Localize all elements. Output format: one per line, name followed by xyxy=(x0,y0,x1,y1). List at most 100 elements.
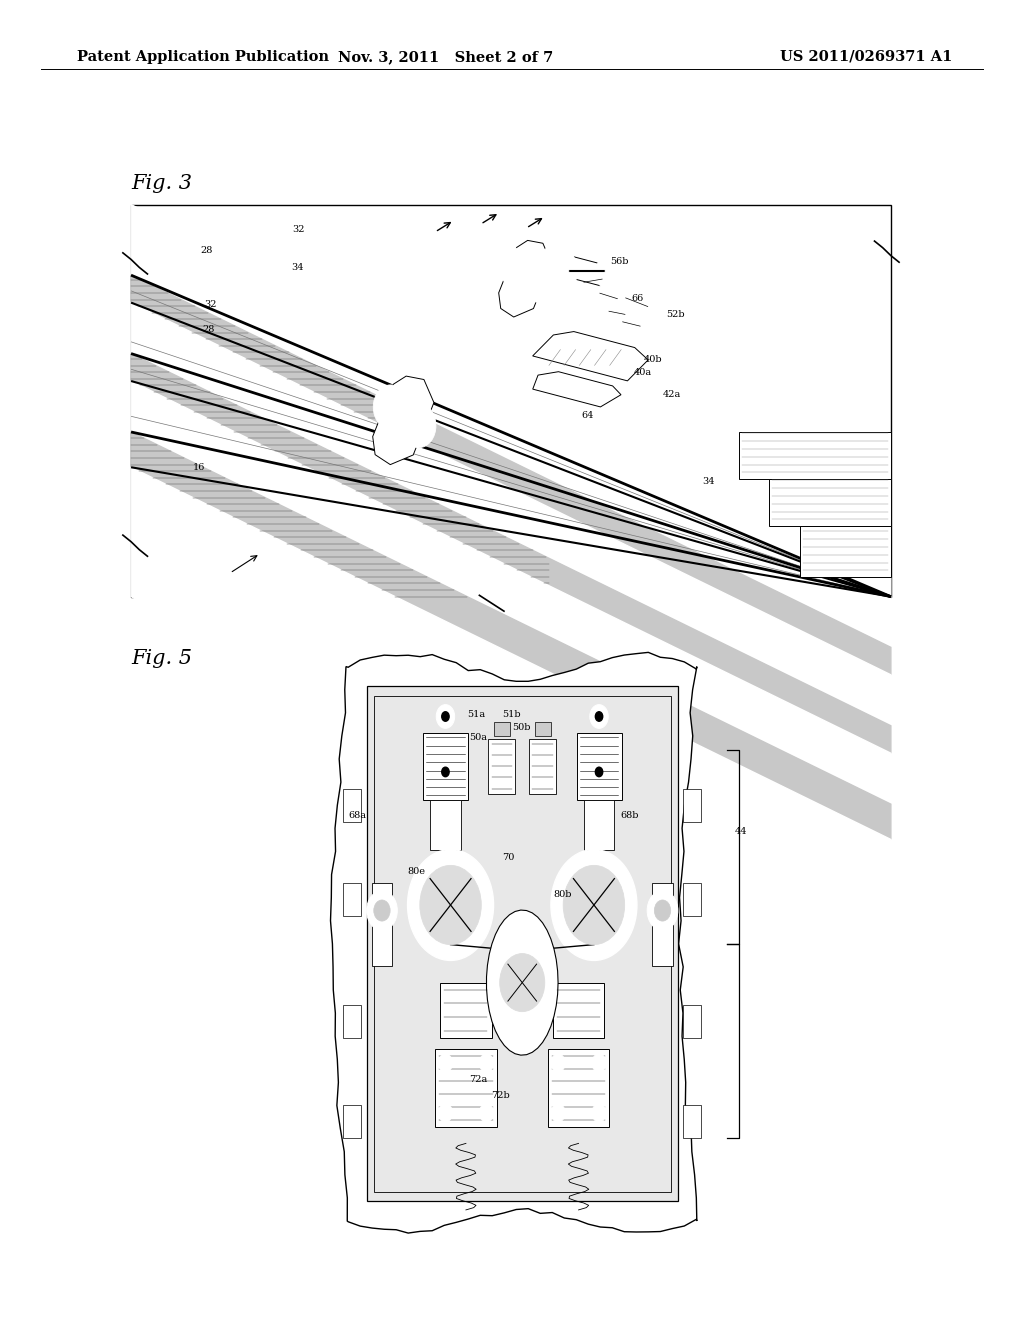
Circle shape xyxy=(374,900,390,921)
Bar xyxy=(800,527,891,577)
Bar xyxy=(423,733,468,800)
Bar xyxy=(372,883,392,966)
Circle shape xyxy=(590,760,608,784)
Text: 68b: 68b xyxy=(621,812,639,820)
Text: 72b: 72b xyxy=(492,1092,510,1100)
Circle shape xyxy=(441,711,450,721)
Bar xyxy=(435,1049,497,1127)
Text: 52b: 52b xyxy=(667,310,685,318)
Text: 50a: 50a xyxy=(469,734,487,742)
Text: 34: 34 xyxy=(702,478,715,486)
Circle shape xyxy=(374,385,408,429)
Bar xyxy=(739,432,891,479)
Bar xyxy=(553,982,604,1038)
Text: 32: 32 xyxy=(292,226,304,234)
Polygon shape xyxy=(131,354,891,754)
Circle shape xyxy=(647,891,678,931)
Circle shape xyxy=(545,255,569,286)
Circle shape xyxy=(441,767,450,776)
Circle shape xyxy=(436,705,455,729)
Text: 64: 64 xyxy=(582,412,594,420)
Polygon shape xyxy=(331,652,697,1233)
Polygon shape xyxy=(532,331,648,381)
Polygon shape xyxy=(131,302,891,726)
Polygon shape xyxy=(131,467,891,969)
Bar xyxy=(584,800,614,850)
Polygon shape xyxy=(131,275,891,675)
Text: 51a: 51a xyxy=(467,710,485,718)
Text: 80e: 80e xyxy=(408,867,426,875)
Text: 44: 44 xyxy=(735,828,748,836)
Circle shape xyxy=(523,264,553,302)
Bar xyxy=(430,800,461,850)
Circle shape xyxy=(500,953,545,1011)
Circle shape xyxy=(595,767,603,776)
Circle shape xyxy=(592,1104,606,1122)
Circle shape xyxy=(408,850,494,961)
Text: Patent Application Publication: Patent Application Publication xyxy=(77,50,329,63)
Bar xyxy=(343,1105,361,1138)
Text: 32: 32 xyxy=(204,301,216,309)
Text: 56b: 56b xyxy=(610,257,629,265)
Bar xyxy=(652,883,673,966)
Text: Nov. 3, 2011   Sheet 2 of 7: Nov. 3, 2011 Sheet 2 of 7 xyxy=(338,50,553,63)
Circle shape xyxy=(401,404,436,447)
Circle shape xyxy=(438,1053,453,1072)
Circle shape xyxy=(597,244,638,297)
Text: 72a: 72a xyxy=(469,1076,487,1084)
Text: 50b: 50b xyxy=(512,723,530,731)
Bar xyxy=(343,883,361,916)
Text: 66: 66 xyxy=(632,294,644,302)
Bar xyxy=(683,1005,701,1038)
Bar xyxy=(683,1105,701,1138)
Bar xyxy=(769,479,891,527)
Circle shape xyxy=(499,248,528,286)
Polygon shape xyxy=(538,252,628,286)
Bar xyxy=(529,739,556,795)
Text: 42a: 42a xyxy=(663,391,681,399)
Polygon shape xyxy=(486,909,558,1055)
Text: Fig. 5: Fig. 5 xyxy=(131,649,193,668)
Text: 51b: 51b xyxy=(502,710,520,718)
Circle shape xyxy=(479,1053,494,1072)
Circle shape xyxy=(438,1104,453,1122)
Polygon shape xyxy=(373,376,434,465)
Text: 34: 34 xyxy=(291,264,303,272)
Circle shape xyxy=(592,1053,606,1072)
Bar xyxy=(440,982,492,1038)
Bar xyxy=(343,1005,361,1038)
Bar xyxy=(535,722,551,737)
Bar xyxy=(683,788,701,822)
Circle shape xyxy=(367,891,397,931)
Text: 68a: 68a xyxy=(348,812,367,820)
Circle shape xyxy=(551,1053,565,1072)
Circle shape xyxy=(420,866,481,945)
Circle shape xyxy=(605,255,630,286)
Circle shape xyxy=(590,705,608,729)
Bar xyxy=(343,788,361,822)
Bar xyxy=(548,1049,609,1127)
Bar xyxy=(488,739,515,795)
Polygon shape xyxy=(131,205,891,647)
Circle shape xyxy=(563,866,625,945)
Circle shape xyxy=(436,760,455,784)
Circle shape xyxy=(551,850,637,961)
Polygon shape xyxy=(532,372,621,407)
Polygon shape xyxy=(131,381,891,804)
Text: Fig. 3: Fig. 3 xyxy=(131,174,193,193)
Text: 28: 28 xyxy=(201,247,213,255)
Circle shape xyxy=(537,244,578,297)
Circle shape xyxy=(479,1104,494,1122)
Text: 16: 16 xyxy=(193,463,205,471)
Bar xyxy=(683,883,701,916)
Text: 40a: 40a xyxy=(634,368,652,376)
Circle shape xyxy=(654,900,671,921)
Circle shape xyxy=(595,711,603,721)
Circle shape xyxy=(551,1104,565,1122)
Bar xyxy=(131,205,891,597)
Bar xyxy=(494,722,510,737)
Bar xyxy=(577,733,622,800)
Polygon shape xyxy=(499,240,551,317)
Bar xyxy=(367,686,678,1201)
Text: 28: 28 xyxy=(203,326,215,334)
